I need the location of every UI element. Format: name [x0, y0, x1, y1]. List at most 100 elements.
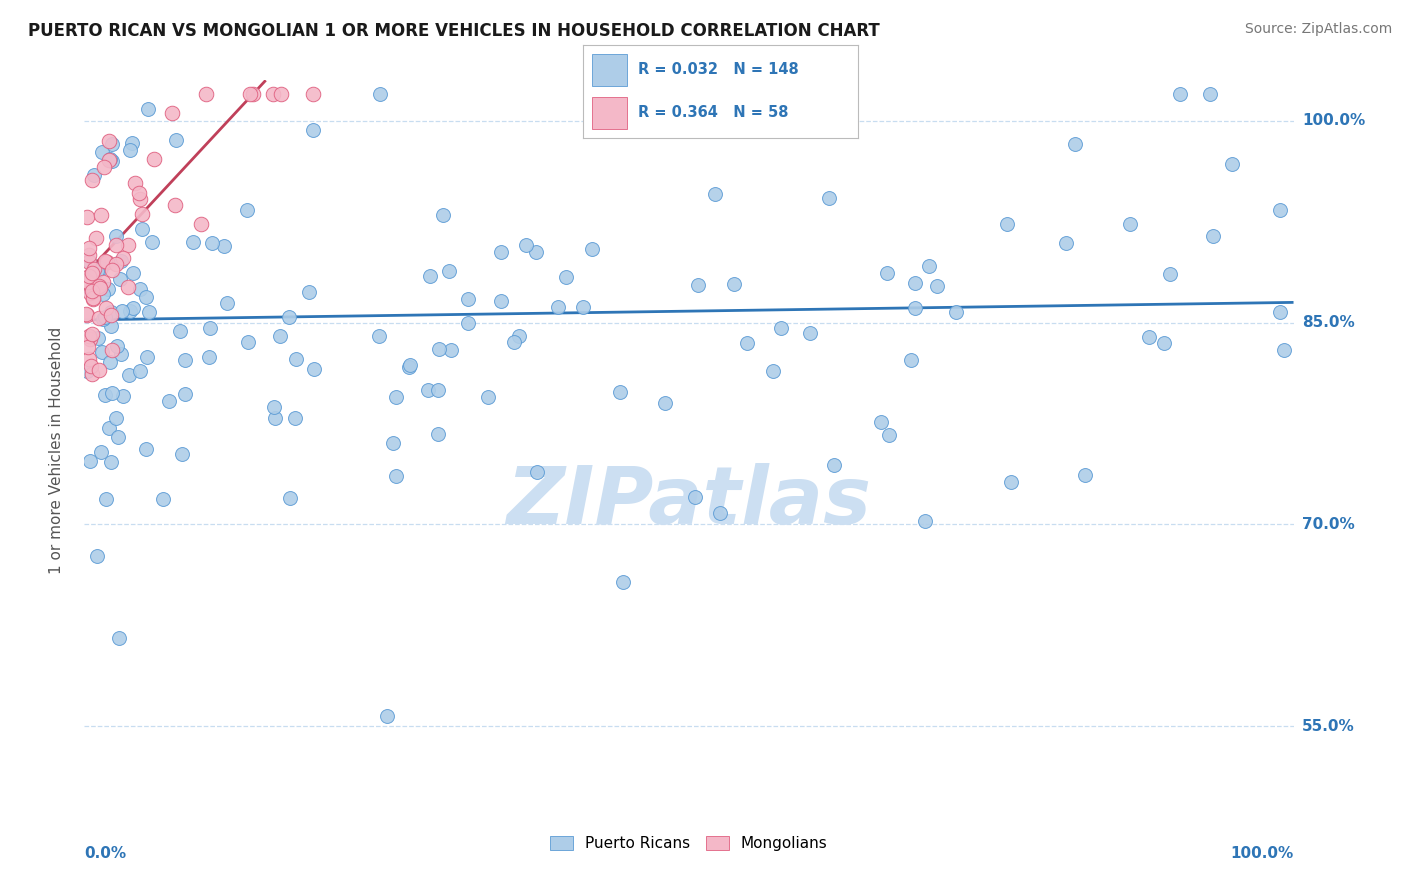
Point [426, 427, 449, 442]
Point [995, 217, 1018, 231]
Point [80, 173, 103, 187]
Point [609, 384, 631, 399]
Point [709, 506, 731, 520]
Point [82, 368, 104, 382]
Text: PUERTO RICAN VS MONGOLIAN 1 OR MORE VEHICLES IN HOUSEHOLD CORRELATION CHART: PUERTO RICAN VS MONGOLIAN 1 OR MORE VEHI… [28, 22, 880, 40]
Point [121, 301, 143, 315]
Point [76, 309, 98, 323]
Point [904, 276, 927, 290]
Text: R = 0.032   N = 148: R = 0.032 N = 148 [638, 62, 799, 78]
Point [94, 492, 117, 507]
Point [688, 278, 710, 293]
Point [477, 390, 499, 404]
Point [129, 282, 152, 296]
Point [823, 458, 845, 472]
Point [79, 332, 101, 346]
Point [398, 359, 420, 374]
Point [152, 491, 174, 506]
Text: Source: ZipAtlas.com: Source: ZipAtlas.com [1244, 22, 1392, 37]
Point [160, 106, 183, 120]
Point [242, 87, 264, 101]
Point [118, 303, 141, 318]
Point [89, 363, 111, 377]
Point [769, 321, 792, 335]
Point [1272, 343, 1295, 357]
Point [1054, 235, 1077, 250]
Text: 100.0%: 100.0% [1302, 113, 1365, 128]
Point [97, 282, 120, 296]
Point [86, 264, 108, 278]
Point [581, 243, 603, 257]
Point [572, 301, 595, 315]
Point [165, 198, 187, 212]
Point [799, 326, 821, 340]
Point [108, 631, 131, 645]
Point [112, 389, 135, 403]
Point [1119, 217, 1142, 231]
Point [914, 515, 936, 529]
Point [190, 217, 212, 231]
Point [138, 305, 160, 319]
Point [82, 292, 104, 306]
Point [278, 491, 301, 505]
Point [97, 153, 120, 168]
Point [90, 145, 112, 159]
Point [683, 491, 706, 505]
Point [1202, 228, 1225, 243]
Point [131, 222, 153, 236]
Point [302, 87, 325, 101]
Point [121, 136, 143, 151]
Point [136, 102, 159, 116]
Point [93, 388, 115, 402]
Point [278, 310, 301, 324]
Point [93, 160, 115, 174]
Point [555, 269, 578, 284]
Point [98, 135, 121, 149]
Point [120, 143, 142, 157]
Point [79, 285, 101, 299]
Point [1220, 157, 1243, 171]
Point [76, 364, 98, 378]
Point [503, 334, 526, 349]
Point [263, 400, 285, 414]
Point [547, 300, 569, 314]
Point [426, 384, 449, 398]
Point [77, 254, 100, 268]
Point [416, 383, 439, 397]
Point [877, 428, 900, 442]
Point [83, 281, 105, 295]
Point [76, 210, 98, 224]
Point [169, 324, 191, 338]
Point [100, 308, 122, 322]
Point [174, 352, 197, 367]
Point [870, 415, 893, 429]
Point [197, 350, 219, 364]
Point [86, 549, 108, 563]
Point [90, 260, 112, 275]
Point [83, 168, 105, 182]
Point [89, 278, 111, 293]
Point [181, 235, 204, 249]
Point [100, 152, 122, 166]
Bar [592, 54, 627, 86]
Point [96, 254, 118, 268]
Point [457, 292, 479, 306]
Point [111, 304, 134, 318]
Point [524, 244, 547, 259]
Point [918, 259, 941, 273]
Point [135, 350, 157, 364]
Point [94, 254, 117, 268]
Point [77, 241, 100, 255]
Point [84, 231, 107, 245]
Point [79, 454, 101, 468]
Point [90, 208, 112, 222]
Point [302, 362, 325, 376]
Point [419, 269, 441, 284]
Point [100, 318, 122, 333]
Point [385, 469, 408, 483]
Point [82, 292, 104, 306]
Point [79, 351, 101, 366]
Point [77, 254, 100, 268]
Point [104, 257, 127, 271]
Point [131, 206, 153, 220]
